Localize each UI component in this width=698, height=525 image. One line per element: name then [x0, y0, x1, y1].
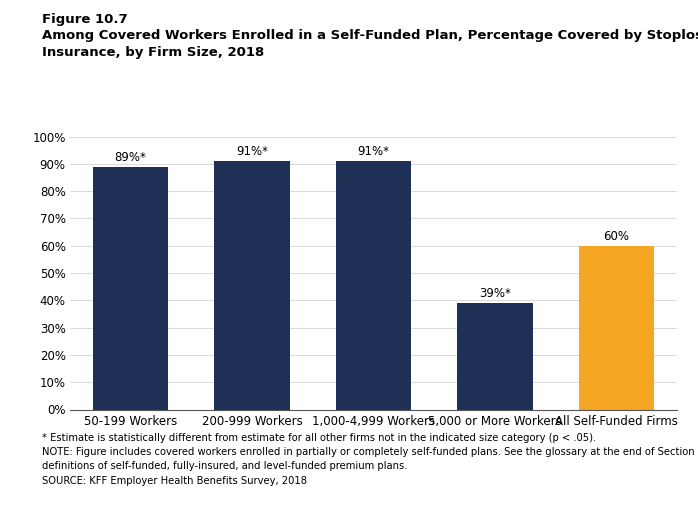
Bar: [336, 161, 411, 410]
Text: Figure 10.7: Figure 10.7: [42, 13, 128, 26]
Text: 91%*: 91%*: [236, 145, 268, 159]
Bar: [214, 161, 290, 410]
Text: SOURCE: KFF Employer Health Benefits Survey, 2018: SOURCE: KFF Employer Health Benefits Sur…: [42, 476, 307, 486]
Bar: [579, 246, 654, 410]
Text: Among Covered Workers Enrolled in a Self-Funded Plan, Percentage Covered by Stop: Among Covered Workers Enrolled in a Self…: [42, 29, 698, 42]
Text: 89%*: 89%*: [114, 151, 147, 164]
Text: 39%*: 39%*: [479, 287, 511, 300]
Text: definitions of self-funded, fully-insured, and level-funded premium plans.: definitions of self-funded, fully-insure…: [42, 461, 408, 471]
Bar: [457, 303, 533, 410]
Text: 91%*: 91%*: [357, 145, 389, 159]
Text: NOTE: Figure includes covered workers enrolled in partially or completely self-f: NOTE: Figure includes covered workers en…: [42, 447, 698, 457]
Bar: [93, 166, 168, 410]
Text: * Estimate is statistically different from estimate for all other firms not in t: * Estimate is statistically different fr…: [42, 433, 596, 443]
Text: Insurance, by Firm Size, 2018: Insurance, by Firm Size, 2018: [42, 46, 264, 59]
Text: 60%: 60%: [603, 230, 630, 243]
